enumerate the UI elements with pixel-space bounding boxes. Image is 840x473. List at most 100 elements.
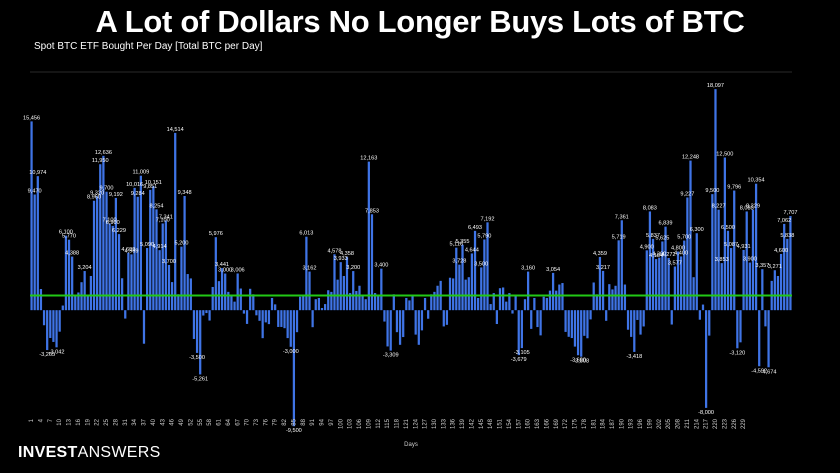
bar-65 bbox=[230, 295, 233, 311]
bar-203 bbox=[661, 241, 664, 311]
x-tick-label: 103 bbox=[348, 418, 354, 429]
x-tick-label: 187 bbox=[610, 418, 616, 429]
bar-32 bbox=[127, 252, 130, 311]
bar-56 bbox=[202, 310, 205, 316]
x-tick-label: 211 bbox=[685, 418, 691, 428]
bar-223 bbox=[723, 157, 726, 311]
data-label-41: 8,254 bbox=[149, 203, 163, 209]
bar-2 bbox=[33, 194, 36, 311]
bar-97 bbox=[330, 291, 333, 311]
data-label-147: 7,192 bbox=[481, 216, 495, 222]
data-label-38: 5,090 bbox=[140, 242, 154, 248]
data-label-145: 3,500 bbox=[474, 261, 488, 267]
data-label-202: 4,300 bbox=[652, 252, 666, 258]
bar-207 bbox=[673, 266, 677, 311]
data-label-242: 7,062 bbox=[777, 218, 791, 224]
bar-76 bbox=[264, 310, 267, 323]
x-tick-label: 25 bbox=[104, 418, 110, 425]
bar-101 bbox=[342, 275, 345, 311]
bar-96 bbox=[327, 290, 330, 311]
data-label-27: 6,900 bbox=[106, 220, 120, 226]
bar-188 bbox=[614, 285, 617, 311]
bar-23 bbox=[99, 164, 102, 311]
bar-102 bbox=[345, 256, 349, 311]
bar-64 bbox=[227, 291, 230, 311]
bar-24 bbox=[102, 155, 105, 311]
x-tick-label: 229 bbox=[741, 418, 747, 429]
bar-170 bbox=[558, 284, 561, 311]
bar-149 bbox=[492, 293, 495, 311]
bar-124 bbox=[414, 310, 417, 335]
bar-35 bbox=[136, 196, 139, 311]
bar-158 bbox=[520, 310, 523, 349]
bar-25 bbox=[105, 191, 108, 311]
data-label-189: 5,719 bbox=[612, 234, 626, 240]
bar-218 bbox=[708, 310, 711, 336]
x-tick-label: 28 bbox=[113, 418, 119, 425]
brand-logo-light: ANSWERS bbox=[77, 444, 161, 461]
x-tick-label: 169 bbox=[554, 418, 560, 429]
x-tick-label: 94 bbox=[320, 418, 326, 425]
data-label-33: 4,569 bbox=[125, 248, 139, 254]
bar-199 bbox=[648, 211, 652, 311]
bar-126 bbox=[420, 310, 424, 331]
bar-129 bbox=[430, 294, 433, 311]
bar-66 bbox=[233, 301, 236, 311]
bar-67 bbox=[236, 273, 239, 311]
bar-157 bbox=[517, 310, 520, 356]
bar-121 bbox=[405, 297, 408, 311]
x-tick-label: 199 bbox=[647, 418, 653, 429]
data-label-34: 10,016 bbox=[126, 182, 143, 188]
bar-195 bbox=[636, 310, 639, 320]
bar-69 bbox=[242, 310, 246, 314]
bar-182 bbox=[595, 294, 598, 311]
data-label-49: 5,200 bbox=[174, 241, 188, 247]
bar-187 bbox=[611, 289, 614, 311]
data-label-55: -5,261 bbox=[192, 376, 208, 382]
bar-115 bbox=[386, 310, 389, 347]
bar-220 bbox=[714, 89, 717, 311]
bar-111 bbox=[373, 293, 377, 311]
x-tick-label: 43 bbox=[160, 418, 166, 425]
bar-241 bbox=[779, 253, 783, 311]
bar-240 bbox=[776, 275, 780, 311]
x-tick-label: 16 bbox=[76, 418, 82, 425]
bar-41 bbox=[155, 209, 158, 311]
data-label-146: 5,790 bbox=[477, 233, 491, 239]
bar-62 bbox=[220, 268, 224, 311]
data-label-207: 3,577 bbox=[668, 260, 682, 266]
data-label-205: 4,272 bbox=[662, 252, 676, 258]
bar-244 bbox=[789, 216, 792, 311]
bar-36 bbox=[139, 175, 142, 311]
x-tick-label: 217 bbox=[704, 418, 710, 429]
bar-193 bbox=[630, 310, 633, 337]
bar-183 bbox=[598, 256, 602, 311]
data-label-3: 10,974 bbox=[29, 170, 46, 176]
bar-92 bbox=[314, 299, 317, 311]
x-tick-label: 115 bbox=[385, 418, 391, 428]
x-tick-label: 88 bbox=[301, 418, 307, 425]
brand-logo: INVESTANSWERS bbox=[18, 444, 161, 462]
bar-232 bbox=[751, 209, 755, 311]
bar-4 bbox=[39, 289, 43, 311]
data-label-198: 4,900 bbox=[640, 244, 654, 250]
x-tick-label: 166 bbox=[544, 418, 550, 429]
bar-48 bbox=[177, 294, 180, 311]
data-label-231: 3,900 bbox=[743, 257, 757, 263]
data-label-12: 6,100 bbox=[59, 230, 73, 236]
data-label-40: 10,151 bbox=[145, 180, 162, 186]
data-label-42: 4,914 bbox=[153, 244, 167, 250]
x-tick-label: 55 bbox=[198, 418, 204, 425]
bar-133 bbox=[442, 310, 445, 327]
bar-138 bbox=[458, 264, 461, 311]
data-label-232: 8,229 bbox=[746, 204, 760, 210]
bar-191 bbox=[623, 284, 627, 311]
bar-8 bbox=[52, 310, 55, 342]
bar-9 bbox=[55, 310, 58, 348]
bar-6 bbox=[46, 310, 49, 351]
data-label-23: 11,950 bbox=[92, 158, 109, 164]
x-tick-label: 196 bbox=[638, 418, 644, 429]
bar-222 bbox=[720, 263, 723, 311]
bar-90 bbox=[308, 271, 311, 311]
bar-39 bbox=[149, 189, 152, 311]
